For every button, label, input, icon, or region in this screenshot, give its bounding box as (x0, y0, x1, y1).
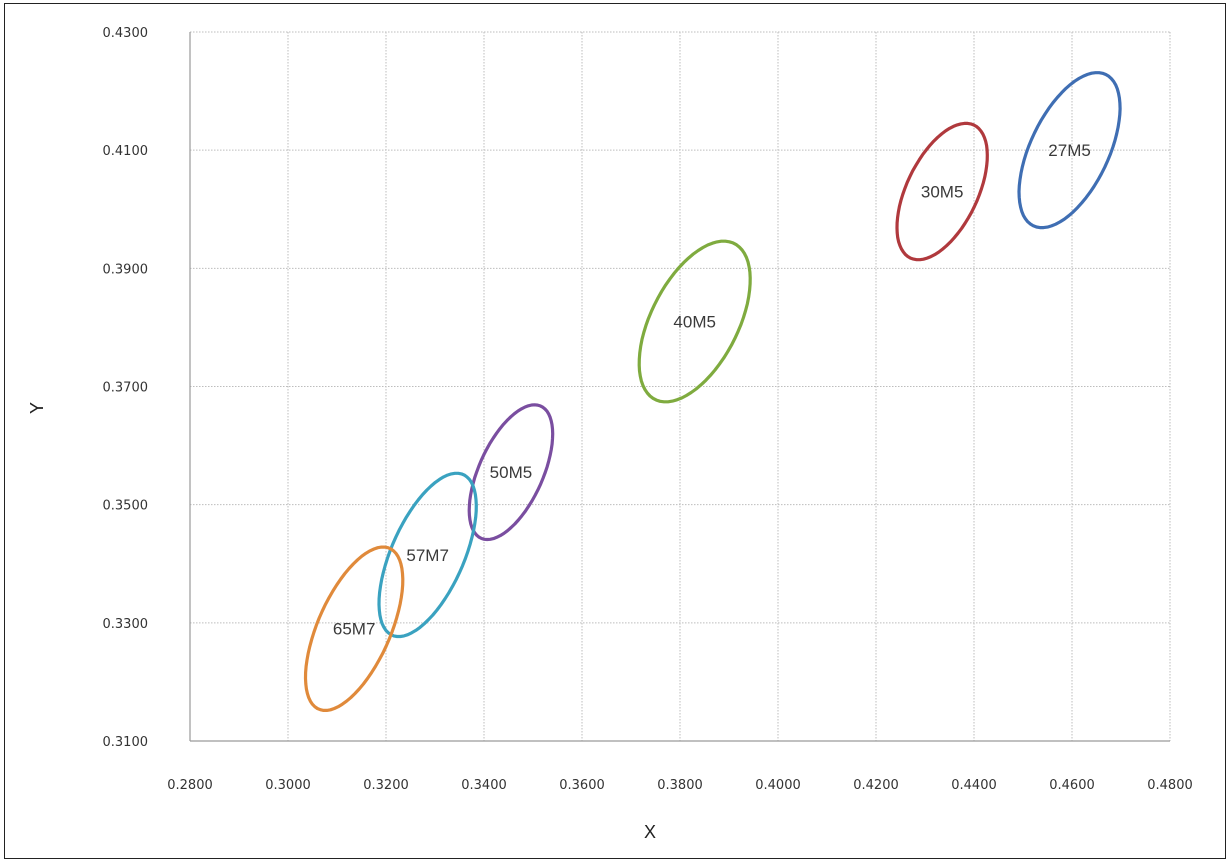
x-tick-label: 0.3600 (559, 778, 605, 793)
y-tick-label: 0.3900 (103, 262, 149, 277)
x-tick-label: 0.4400 (951, 778, 997, 793)
grid (190, 31, 1171, 741)
x-axis-title: X (644, 822, 656, 842)
x-tick-labels: 0.2800 0.3000 0.3200 0.3400 0.3600 0.3800 0.40… (167, 778, 1193, 793)
ellipse-label: 57M7 (406, 546, 449, 565)
ellipse-label: 27M5 (1048, 141, 1091, 160)
ellipse-50m5 (467, 403, 555, 542)
y-tick-label: 0.4100 (103, 144, 149, 159)
y-tick-label: 0.3500 (103, 499, 149, 514)
x-tick-label: 0.4000 (755, 778, 801, 793)
x-tick-label: 0.3000 (265, 778, 311, 793)
ellipse-30m5 (895, 121, 989, 262)
x-tick-label: 0.4200 (853, 778, 899, 793)
x-tick-label: 0.2800 (167, 778, 213, 793)
y-tick-label: 0.3300 (103, 617, 149, 632)
ellipse-label: 40M5 (673, 313, 716, 332)
x-tick-label: 0.3800 (657, 778, 703, 793)
y-tick-label: 0.3700 (103, 381, 149, 396)
x-tick-label: 0.3200 (363, 778, 409, 793)
axes (189, 32, 1170, 742)
ellipse-label: 50M5 (490, 463, 533, 482)
ellipse-labels: 27M5 30M5 40M5 50M5 57M7 65M7 (333, 141, 1091, 639)
ellipse-label: 30M5 (921, 183, 964, 202)
y-tick-label: 0.3100 (103, 735, 149, 750)
chart-frame (4, 3, 1226, 859)
y-axis-title: Y (27, 402, 47, 414)
ellipse-label: 65M7 (333, 620, 376, 639)
ellipse-40m5 (637, 239, 752, 404)
x-tick-label: 0.4800 (1147, 778, 1193, 793)
x-tick-label: 0.3400 (461, 778, 507, 793)
x-tick-label: 0.4600 (1049, 778, 1095, 793)
ellipses (303, 71, 1122, 712)
y-tick-labels: 0.3100 0.3300 0.3500 0.3700 0.3900 0.4100 0.43… (103, 26, 149, 750)
ellipse-65m7 (303, 545, 405, 712)
y-tick-label: 0.4300 (103, 26, 149, 41)
ellipse-27m5 (1017, 71, 1122, 230)
